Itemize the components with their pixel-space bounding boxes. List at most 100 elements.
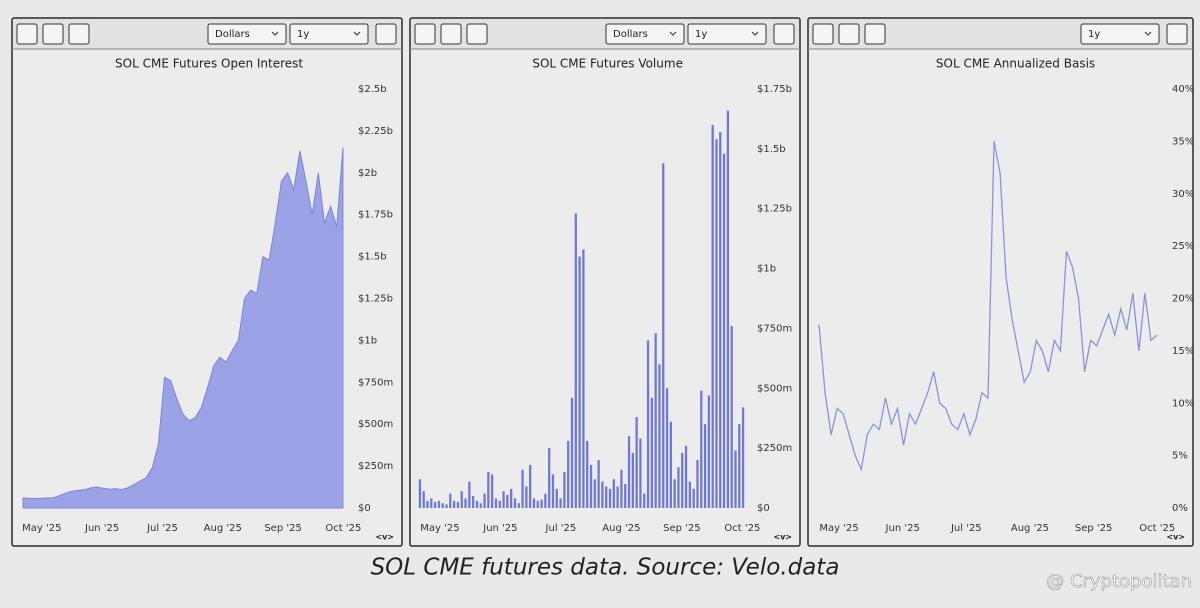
bar — [650, 397, 653, 508]
y-tick-label: 35% — [1172, 136, 1194, 147]
y-tick-label: $1.25b — [358, 294, 393, 305]
toolbar-button[interactable] — [68, 23, 90, 45]
bar — [475, 500, 479, 508]
bar — [734, 450, 737, 508]
selector-caret — [353, 31, 361, 36]
toolbar-button[interactable] — [440, 23, 462, 45]
y-tick-label: $2b — [358, 168, 377, 179]
bar — [445, 504, 448, 508]
chart-title: SOL CME Annualized Basis — [936, 57, 1095, 71]
y-tick-label: $1.5b — [358, 252, 387, 263]
nav-label[interactable]: <v> — [1166, 533, 1185, 542]
selector-label: 1y — [1088, 29, 1100, 40]
bar — [684, 445, 688, 508]
bar — [730, 326, 733, 508]
bar — [441, 503, 444, 508]
selector-caret — [1144, 31, 1152, 36]
bar — [433, 502, 437, 508]
bar — [513, 498, 517, 508]
selector-caret — [669, 31, 677, 36]
bar — [422, 491, 425, 508]
bar — [741, 407, 745, 508]
y-tick-label: $1.25b — [757, 204, 792, 215]
y-tick-label: $1.75b — [358, 210, 393, 221]
selector-label: Dollars — [613, 29, 648, 40]
bar — [582, 249, 585, 508]
x-tick-label: Jul '25 — [146, 523, 178, 534]
x-tick-label: Aug '25 — [204, 523, 242, 534]
expand-button[interactable] — [1166, 23, 1188, 45]
x-tick-label: Oct '25 — [325, 523, 361, 534]
y-tick-label: 20% — [1172, 294, 1194, 305]
expand-button[interactable] — [375, 23, 397, 45]
bar — [540, 499, 543, 508]
bar — [578, 256, 581, 508]
bar — [464, 498, 467, 508]
toolbar-button[interactable] — [864, 23, 886, 45]
selector-caret — [751, 31, 759, 36]
bar — [498, 500, 501, 508]
expand-button[interactable] — [773, 23, 795, 45]
selector[interactable] — [687, 23, 767, 45]
x-tick-label: Aug '25 — [602, 523, 640, 534]
y-tick-label: $500m — [757, 383, 792, 394]
bar — [631, 452, 634, 508]
selector[interactable] — [1080, 23, 1160, 45]
bar — [707, 395, 711, 508]
y-tick-label: $0 — [757, 503, 770, 514]
bar — [643, 493, 646, 508]
panel — [807, 17, 1194, 547]
bar — [669, 421, 672, 508]
y-tick-label: $2.5b — [358, 84, 387, 95]
bar — [487, 472, 490, 508]
toolbar-button[interactable] — [838, 23, 860, 45]
bar — [567, 440, 570, 508]
bar — [563, 472, 566, 508]
x-tick-label: Oct '25 — [724, 523, 760, 534]
bar — [548, 448, 551, 508]
caption: SOL CME futures data. Source: Velo.data — [371, 555, 840, 581]
bar — [506, 494, 509, 508]
bar — [605, 486, 608, 508]
bar — [494, 498, 498, 508]
bar — [437, 500, 441, 508]
bar — [620, 469, 623, 508]
x-tick-label: Sep '25 — [1075, 523, 1113, 534]
bar — [456, 502, 460, 508]
nav-label[interactable]: <v> — [375, 533, 394, 542]
toolbar-button[interactable] — [812, 23, 834, 45]
y-tick-label: $0 — [358, 503, 371, 514]
y-tick-label: 10% — [1172, 398, 1194, 409]
selector-label: 1y — [297, 29, 309, 40]
selector[interactable] — [605, 23, 685, 45]
bar — [715, 139, 718, 508]
toolbar-button[interactable] — [466, 23, 488, 45]
selector-label: 1y — [695, 29, 707, 40]
bar — [719, 132, 722, 508]
y-tick-label: 5% — [1172, 451, 1188, 462]
y-tick-label: 15% — [1172, 346, 1194, 357]
bar — [559, 498, 562, 508]
toolbar-button[interactable] — [16, 23, 38, 45]
bar — [673, 479, 676, 508]
y-tick-label: 30% — [1172, 189, 1194, 200]
selector[interactable] — [289, 23, 369, 45]
toolbar-button[interactable] — [414, 23, 436, 45]
bar — [510, 488, 513, 508]
nav-label[interactable]: <v> — [773, 533, 792, 542]
toolbar-button[interactable] — [42, 23, 64, 45]
watermark: @ Cryptopolitan — [1046, 571, 1192, 592]
x-tick-label: Sep '25 — [663, 523, 701, 534]
y-tick-label: $2.25b — [358, 126, 393, 137]
bar — [654, 333, 657, 508]
bar — [722, 153, 726, 508]
bar — [692, 488, 695, 508]
bar — [616, 486, 619, 508]
line — [818, 141, 1158, 472]
bar — [468, 481, 471, 508]
bar — [491, 474, 494, 508]
bar — [703, 424, 707, 508]
selector[interactable] — [207, 23, 287, 45]
